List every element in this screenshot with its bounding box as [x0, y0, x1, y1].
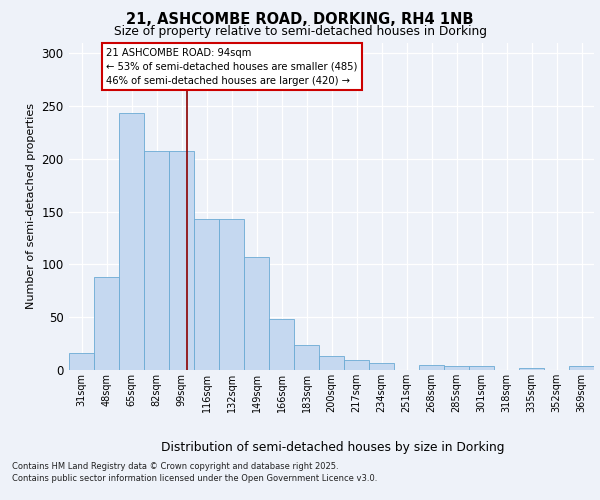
Text: 21 ASHCOMBE ROAD: 94sqm
← 53% of semi-detached houses are smaller (485)
46% of s: 21 ASHCOMBE ROAD: 94sqm ← 53% of semi-de… [106, 48, 358, 86]
Bar [519, 368, 544, 370]
Bar [469, 366, 494, 370]
Bar [144, 152, 169, 370]
Bar [69, 353, 94, 370]
Bar [194, 219, 219, 370]
Text: Size of property relative to semi-detached houses in Dorking: Size of property relative to semi-detach… [113, 25, 487, 38]
Bar [369, 362, 394, 370]
Text: Distribution of semi-detached houses by size in Dorking: Distribution of semi-detached houses by … [161, 441, 505, 454]
Bar [119, 114, 144, 370]
Text: Contains public sector information licensed under the Open Government Licence v3: Contains public sector information licen… [12, 474, 377, 483]
Bar [219, 219, 244, 370]
Bar [344, 360, 369, 370]
Bar [169, 152, 194, 370]
Y-axis label: Number of semi-detached properties: Number of semi-detached properties [26, 104, 35, 309]
Text: Contains HM Land Registry data © Crown copyright and database right 2025.: Contains HM Land Registry data © Crown c… [12, 462, 338, 471]
Bar [569, 366, 594, 370]
Bar [419, 364, 444, 370]
Bar [294, 344, 319, 370]
Text: 21, ASHCOMBE ROAD, DORKING, RH4 1NB: 21, ASHCOMBE ROAD, DORKING, RH4 1NB [126, 12, 474, 28]
Bar [319, 356, 344, 370]
Bar [94, 277, 119, 370]
Bar [269, 320, 294, 370]
Bar [244, 257, 269, 370]
Bar [444, 366, 469, 370]
